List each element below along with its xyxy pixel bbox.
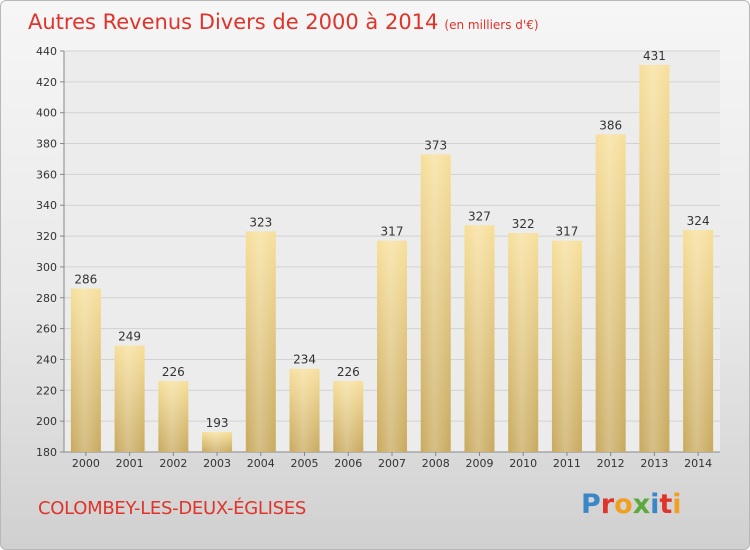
data-label: 249	[118, 330, 141, 344]
bar-highlight	[508, 232, 539, 452]
data-label: 226	[162, 365, 185, 379]
chart-subtitle: (en milliers d'€)	[444, 18, 539, 32]
logo-letter: o	[614, 489, 633, 520]
x-tick-label: 2011	[553, 457, 581, 470]
y-tick-label: 200	[36, 415, 57, 428]
x-tick-label: 2000	[72, 457, 100, 470]
y-tick-label: 380	[36, 138, 57, 151]
bar-highlight	[245, 231, 276, 452]
data-label: 286	[74, 273, 97, 287]
bar-highlight	[289, 368, 320, 452]
x-tick-label: 2008	[422, 457, 450, 470]
chart-title-text: Autres Revenus Divers de 2000 à 2014	[28, 10, 439, 34]
data-label: 317	[555, 225, 578, 239]
bar-highlight	[551, 240, 582, 452]
x-tick-label: 2010	[509, 457, 537, 470]
bar-highlight	[202, 431, 233, 452]
chart-title: Autres Revenus Divers de 2000 à 2014 (en …	[28, 10, 539, 34]
y-tick-label: 400	[36, 107, 57, 120]
y-tick-label: 440	[36, 45, 57, 58]
proxiti-logo[interactable]: Proxiti	[581, 489, 682, 520]
x-tick-label: 2006	[334, 457, 362, 470]
logo-letter: i	[672, 489, 682, 520]
logo-letter: i	[650, 489, 660, 520]
data-label: 373	[424, 138, 447, 152]
bar-highlight	[333, 381, 364, 452]
x-tick-label: 2014	[684, 457, 712, 470]
x-tick-label: 2013	[640, 457, 668, 470]
bar-highlight	[114, 345, 145, 452]
y-tick-label: 180	[36, 446, 57, 459]
logo-letter: t	[659, 489, 673, 520]
data-label: 322	[512, 217, 535, 231]
bar-highlight	[683, 229, 714, 452]
data-label: 226	[337, 365, 360, 379]
y-tick-label: 320	[36, 230, 57, 243]
x-tick-label: 2012	[597, 457, 625, 470]
logo-letter: x	[632, 489, 651, 520]
bar-highlight	[639, 64, 670, 452]
bar-highlight	[158, 381, 189, 452]
x-tick-label: 2001	[116, 457, 144, 470]
x-tick-label: 2009	[465, 457, 493, 470]
x-tick-label: 2007	[378, 457, 406, 470]
data-label: 317	[381, 225, 404, 239]
x-tick-label: 2002	[159, 457, 187, 470]
bar-highlight	[377, 240, 407, 452]
data-label: 327	[468, 209, 491, 223]
y-tick-label: 300	[36, 261, 57, 274]
y-tick-label: 240	[36, 353, 57, 366]
data-label: 324	[687, 214, 710, 228]
city-name: COLOMBEY-LES-DEUX-ÉGLISES	[38, 498, 306, 519]
y-tick-label: 220	[36, 384, 57, 397]
y-tick-label: 260	[36, 323, 57, 336]
y-tick-label: 340	[36, 199, 57, 212]
bar-highlight	[420, 154, 451, 453]
bar-highlight	[464, 225, 495, 452]
data-label: 386	[599, 118, 622, 132]
x-tick-label: 2004	[247, 457, 275, 470]
bar-highlight	[595, 134, 626, 453]
data-label: 193	[206, 416, 229, 430]
x-tick-label: 2005	[291, 457, 319, 470]
logo-letter: P	[581, 489, 601, 520]
x-tick-label: 2003	[203, 457, 231, 470]
y-tick-label: 420	[36, 76, 57, 89]
data-label: 323	[249, 215, 272, 229]
logo-letter: r	[600, 489, 615, 520]
y-tick-label: 280	[36, 292, 57, 305]
y-tick-label: 360	[36, 168, 57, 181]
data-label: 234	[293, 353, 316, 367]
bar-highlight	[70, 288, 101, 452]
data-label: 431	[643, 49, 666, 63]
